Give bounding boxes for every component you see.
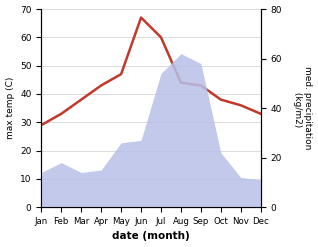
Y-axis label: med. precipitation
 (kg/m2): med. precipitation (kg/m2) bbox=[293, 66, 313, 150]
Y-axis label: max temp (C): max temp (C) bbox=[5, 77, 15, 139]
X-axis label: date (month): date (month) bbox=[112, 231, 190, 242]
